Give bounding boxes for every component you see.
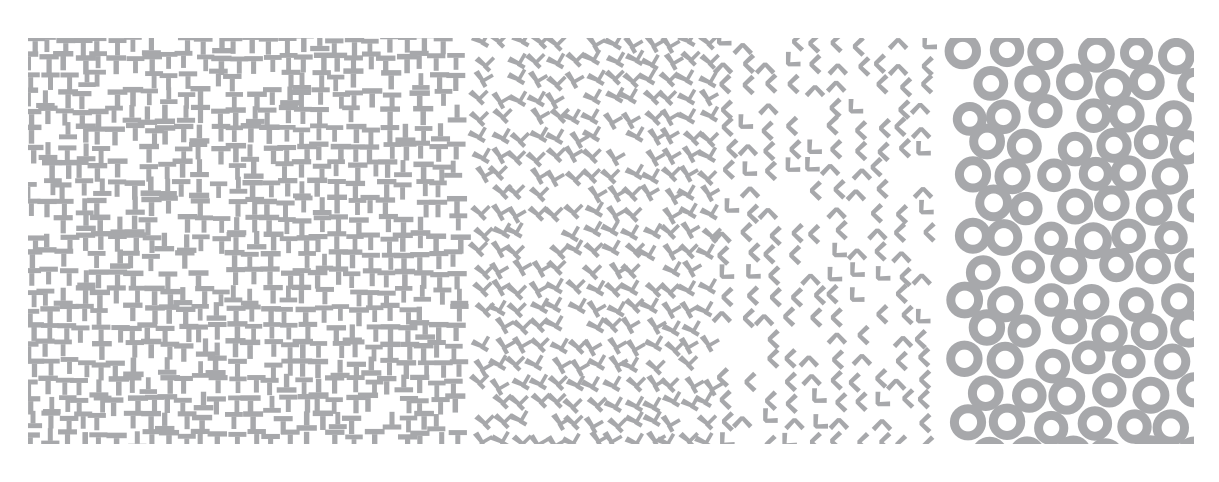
ring-icon (968, 309, 1006, 346)
ring-icon (1057, 188, 1094, 225)
ring-icon (1092, 438, 1119, 444)
ring-icon (1028, 94, 1063, 129)
ring-icon (1073, 284, 1110, 320)
ring-icon (1094, 185, 1130, 221)
ring-icon (1057, 131, 1093, 167)
ring-icon (1152, 409, 1189, 444)
ring-icon (973, 66, 1009, 101)
ring-icon (987, 286, 1024, 323)
ring-icon (1132, 376, 1170, 414)
ring-icon (1014, 65, 1051, 102)
ring-icon (1177, 188, 1194, 223)
ring-icon (989, 38, 1025, 68)
ring-icon (1135, 189, 1173, 226)
ring-icon (986, 341, 1024, 379)
ring-icon (974, 436, 1005, 444)
ring-icon (946, 340, 983, 377)
ring-icon (1154, 221, 1188, 255)
ring-icon (1151, 158, 1189, 195)
ring-icon (1006, 128, 1042, 164)
ring-icon (1078, 38, 1115, 73)
ring-icon (1117, 409, 1152, 444)
ring-icon (1155, 100, 1192, 137)
ring-icon (1011, 250, 1046, 284)
ring-icon (1007, 314, 1041, 348)
ring-icon (1058, 435, 1089, 444)
ring-icon (1077, 406, 1113, 441)
ring-icon (1110, 155, 1147, 191)
ring-icon (1118, 287, 1154, 323)
ring-icon (1120, 38, 1153, 70)
ring-icon (988, 403, 1026, 440)
ring-icon (1133, 125, 1169, 160)
ring-icon (975, 184, 1012, 222)
ring-icon (1034, 221, 1068, 256)
ring-icon (944, 38, 981, 70)
ring-icon (1130, 313, 1168, 351)
ring-icon (1176, 372, 1194, 408)
ring-icon (1027, 38, 1064, 71)
ring-icon (1035, 348, 1071, 384)
ring-icon (1034, 410, 1069, 444)
ring-icon (1174, 248, 1194, 283)
ring-icon (1111, 218, 1146, 254)
ring-icon (1170, 310, 1194, 348)
ring-icon (1169, 130, 1194, 165)
ring-icon (1009, 191, 1043, 226)
ring-icon (994, 158, 1031, 195)
ring-icon (1154, 343, 1191, 380)
ring-icon (1099, 247, 1134, 283)
ring-icon (1134, 435, 1166, 444)
ring-icon (1108, 96, 1145, 133)
ring-icon (1135, 248, 1172, 285)
ring-icon (1051, 309, 1088, 345)
ring-icon (986, 99, 1021, 135)
ring-icon (1076, 98, 1111, 133)
ring-icon (965, 255, 1001, 290)
ring-icon (1048, 377, 1086, 415)
ring-icon (1112, 344, 1146, 379)
ring-icon (1158, 38, 1194, 75)
ring-icon (1091, 315, 1128, 352)
ring-icon (1037, 158, 1071, 193)
ring-icon (946, 281, 984, 319)
ring-icon (1012, 378, 1047, 413)
ring-icon (1074, 222, 1112, 260)
ring-icon (985, 219, 1023, 256)
ring-icon (1092, 373, 1127, 408)
ring-region (944, 38, 1194, 444)
ring-icon (954, 156, 992, 193)
ring-icon (1096, 127, 1132, 163)
ring-icon (1095, 68, 1132, 106)
ring-icon (967, 375, 1004, 412)
ring-icon (1177, 67, 1194, 103)
ring-icon (1056, 63, 1093, 101)
ring-icon (1034, 283, 1069, 317)
ring-icon (949, 404, 987, 441)
ring-icon (1128, 64, 1165, 101)
ring-icon (1050, 247, 1088, 285)
ring-icon (1012, 436, 1042, 444)
ring-icon (1078, 156, 1113, 191)
ring-icon (969, 123, 1005, 160)
ring-icon (1071, 340, 1106, 375)
ring-icon (952, 102, 987, 136)
